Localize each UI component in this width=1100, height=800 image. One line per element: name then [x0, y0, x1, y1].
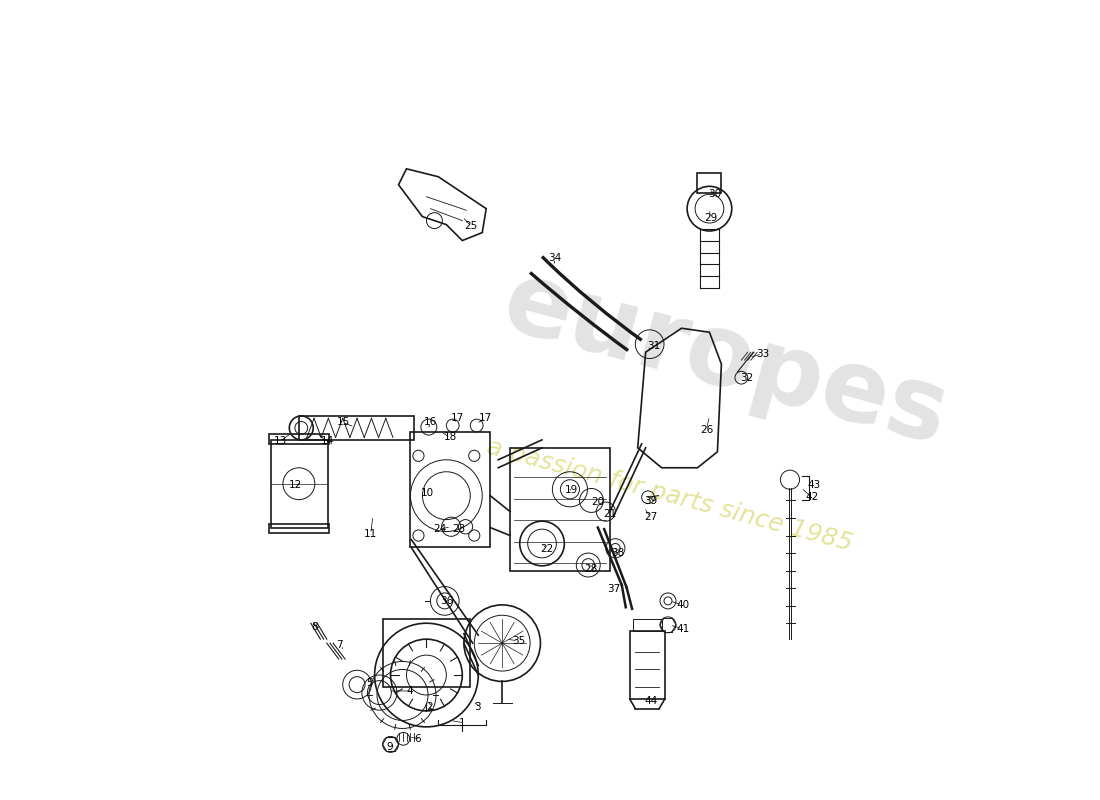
Text: 26: 26: [700, 426, 713, 435]
Text: 16: 16: [424, 418, 438, 427]
Text: 33: 33: [756, 349, 769, 358]
Text: 29: 29: [704, 214, 717, 223]
Text: a passion for parts since 1985: a passion for parts since 1985: [484, 435, 855, 556]
Text: europes: europes: [493, 254, 958, 466]
Text: 8: 8: [311, 622, 318, 632]
Text: 44: 44: [645, 696, 658, 706]
Text: 35: 35: [512, 636, 525, 646]
Text: 22: 22: [540, 544, 553, 554]
Text: 4: 4: [407, 686, 414, 696]
Text: 42: 42: [805, 492, 818, 502]
Text: 27: 27: [645, 512, 658, 522]
Bar: [268, 523, 329, 533]
Text: 37: 37: [607, 584, 620, 594]
Text: 7: 7: [337, 640, 343, 650]
Text: 20: 20: [592, 497, 605, 507]
Text: 31: 31: [647, 341, 660, 350]
Text: 6: 6: [415, 734, 421, 744]
Text: 12: 12: [288, 480, 301, 490]
Text: 3: 3: [474, 702, 481, 712]
Text: 9: 9: [386, 742, 393, 752]
Bar: [632, 619, 661, 631]
Text: 2: 2: [427, 702, 433, 712]
Text: 41: 41: [676, 624, 690, 634]
Text: 34: 34: [549, 253, 562, 263]
Text: 40: 40: [676, 600, 689, 610]
Text: 17: 17: [450, 413, 463, 422]
Text: 1: 1: [459, 718, 465, 728]
Text: 23: 23: [453, 524, 466, 534]
Text: 38: 38: [612, 548, 625, 558]
Bar: [383, 619, 471, 687]
Text: 36: 36: [440, 596, 453, 606]
Bar: [271, 440, 329, 527]
Bar: [410, 432, 491, 547]
Text: 17: 17: [478, 413, 493, 422]
Text: 32: 32: [739, 373, 754, 382]
Text: 21: 21: [604, 509, 617, 519]
Text: 10: 10: [421, 488, 434, 498]
Text: 24: 24: [432, 524, 447, 534]
Text: 39: 39: [645, 496, 658, 506]
Text: 43: 43: [807, 480, 821, 490]
Text: 13: 13: [274, 437, 287, 446]
Text: 11: 11: [364, 529, 377, 539]
Bar: [697, 173, 722, 193]
Bar: [510, 448, 609, 571]
Text: 18: 18: [444, 433, 458, 442]
Bar: [629, 631, 664, 699]
Bar: [268, 434, 329, 444]
Text: 19: 19: [564, 485, 578, 495]
Bar: [299, 416, 415, 440]
Text: 15: 15: [337, 418, 350, 427]
Text: 28: 28: [584, 564, 597, 574]
Text: 5: 5: [366, 678, 373, 688]
Text: 14: 14: [320, 437, 333, 446]
Text: 30: 30: [708, 190, 720, 199]
Text: 25: 25: [464, 222, 477, 231]
